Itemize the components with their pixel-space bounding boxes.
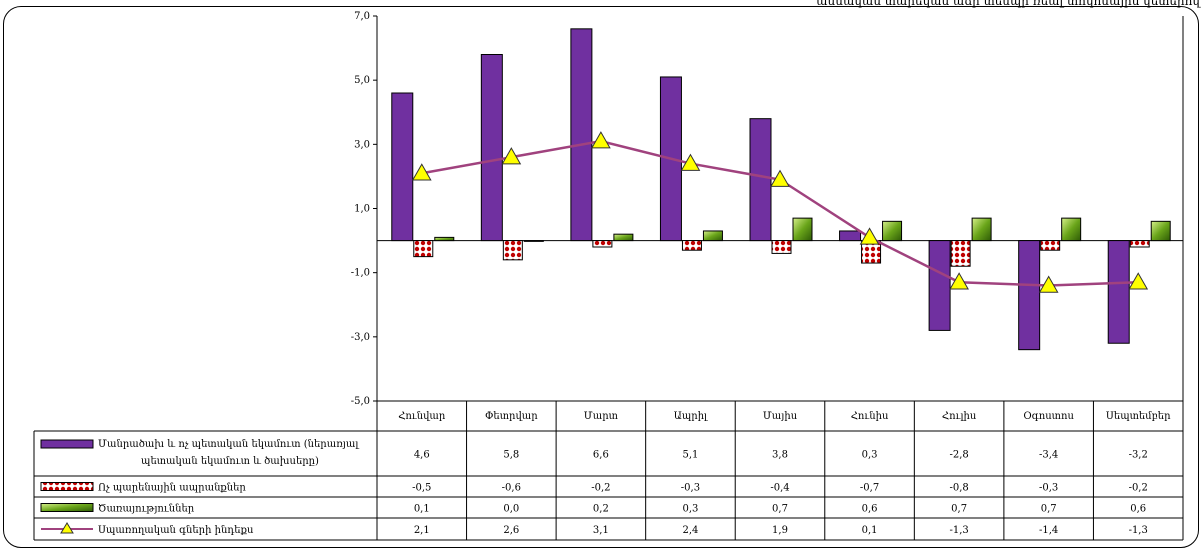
line-point [770,169,790,187]
table-cell: 0,3 [862,450,878,461]
bar-series-1 [570,28,593,242]
table-cell: 5,1 [682,450,698,461]
legend-name-series-3: Ծառայություններ [98,504,195,515]
category-label: Հունիս [851,411,889,422]
table-cell: -0,8 [949,483,968,494]
table-cell: 0,7 [951,504,967,515]
table-cell: 3,8 [772,450,788,461]
table-cell: -0,6 [502,483,521,494]
bar-series-1 [928,240,951,331]
category-label: Ապրիլ [674,411,708,422]
table-cell: -0,5 [412,483,431,494]
bar-series-1 [839,230,862,242]
table-cell: 0,2 [593,504,609,515]
bar-series-1 [1107,240,1130,344]
bar-series-3 [1061,217,1082,242]
bar-series-3 [613,233,634,242]
y-tick-label: 7,0 [354,11,370,22]
y-tick-label: 1,0 [354,204,370,215]
legend-name-series-1: Մանրածախ և ոչ պետական եկամուտ (ներառյալ [98,439,359,450]
y-tick-label: 5,0 [354,75,370,86]
bar-series-2 [413,240,434,258]
line-point [1128,272,1149,290]
y-tick-label: 3,0 [354,139,370,150]
bar-series-1 [480,54,503,242]
bar-series-2 [950,240,971,267]
line-point [949,272,969,290]
y-tick-label: -5,0 [351,396,370,407]
table-cell: 2,6 [503,525,519,536]
bar-series-3 [1150,220,1171,242]
category-label: Օգոստոս [1023,411,1074,422]
chart-frame [3,6,1199,548]
table-cell: -2,8 [949,450,968,461]
header-note: ամսական տարեկան աճի տեմպի ռեալ տոկոսային… [816,0,1200,8]
bar-series-1 [391,92,414,242]
table-cell: -0,2 [591,483,610,494]
table-cell: 2,1 [414,525,430,536]
table-cell: 2,4 [682,525,698,536]
bar-series-2 [771,240,792,254]
table-cell: 3,1 [593,525,609,536]
table-cell: 0,6 [862,504,878,515]
legend-key-series-3 [40,503,94,512]
table-cell: -3,4 [1039,450,1058,461]
table-cell: 4,6 [414,450,430,461]
line-point [680,153,701,171]
y-tick-label: -1,0 [351,268,370,279]
table-cell: 0,1 [862,525,878,536]
legend-name-series-2: Ոչ պարենային ապրանքներ [98,483,246,494]
table-cell: -0,3 [1039,483,1058,494]
category-label: Փետրվար [485,411,538,422]
table-cell: 0,7 [1041,504,1057,515]
category-label: Մարտ [584,411,619,422]
table-cell: 5,8 [503,450,519,461]
table-cell: -3,2 [1129,450,1148,461]
bar-series-2 [681,240,702,251]
table-cell: -0,4 [770,483,789,494]
table-cell: -1,3 [949,525,968,536]
bar-series-3 [971,217,992,242]
legend-key-series-2 [40,482,94,491]
bar-series-3 [523,240,544,242]
table-cell: -0,7 [860,483,879,494]
bar-series-2 [502,240,523,261]
legend-name-series-4: Սպառողական գների ինդեքս [98,525,254,536]
table-cell: -1,4 [1039,525,1058,536]
table-cell: 6,6 [593,450,609,461]
table-cell: 0,0 [503,504,519,515]
bar-series-3 [434,236,455,242]
legend-name-series-1-cont: պետական եկամուտ և ծախսերը) [141,456,319,467]
table-cell: -0,2 [1129,483,1148,494]
table-cell: 0,6 [1130,504,1146,515]
bar-series-1 [1018,240,1041,351]
y-tick-label: -3,0 [351,332,370,343]
bar-series-1 [749,118,772,242]
legend-key-marker [60,522,74,534]
bar-series-3 [702,230,723,242]
category-label: Հուլիս [942,411,977,422]
bar-series-3 [792,217,813,242]
line-point [501,147,522,165]
table-cell: 0,3 [682,504,698,515]
legend-key-series-1 [40,439,94,449]
line-point [591,131,611,149]
bar-series-2 [592,240,613,248]
table-cell: -0,3 [681,483,700,494]
table-cell: -1,3 [1129,525,1148,536]
category-label: Հունվար [398,411,446,422]
line-point [859,227,880,245]
bar-series-2 [1040,240,1061,251]
line-point [411,163,432,181]
table-cell: 1,9 [772,525,788,536]
table-cell: 0,1 [414,504,430,515]
bar-series-2 [1129,240,1150,248]
table-cell: 0,7 [772,504,788,515]
category-label: Սեպտեմբեր [1106,411,1171,422]
line-point [1038,275,1059,293]
category-label: Մայիս [763,411,798,422]
bar-series-3 [882,220,903,242]
